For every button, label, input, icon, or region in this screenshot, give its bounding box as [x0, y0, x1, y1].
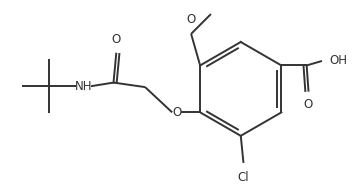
Text: O: O — [172, 106, 181, 119]
Text: NH: NH — [75, 80, 93, 93]
Text: O: O — [186, 13, 196, 26]
Text: Cl: Cl — [238, 171, 249, 184]
Text: O: O — [304, 98, 313, 111]
Text: O: O — [112, 33, 121, 46]
Text: OH: OH — [329, 54, 347, 68]
